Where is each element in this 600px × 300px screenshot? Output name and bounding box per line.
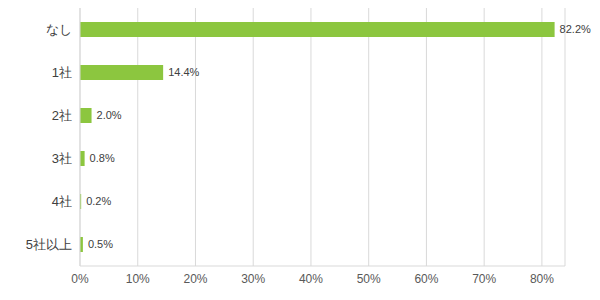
svg-text:70%: 70% <box>472 272 496 286</box>
svg-text:80%: 80% <box>530 272 554 286</box>
svg-text:2.0%: 2.0% <box>97 109 122 121</box>
svg-text:50%: 50% <box>357 272 381 286</box>
svg-text:なし: なし <box>46 22 72 37</box>
svg-text:30%: 30% <box>241 272 265 286</box>
svg-text:5社以上: 5社以上 <box>26 237 72 252</box>
svg-text:2社: 2社 <box>52 108 72 123</box>
svg-text:20%: 20% <box>183 272 207 286</box>
svg-text:0.5%: 0.5% <box>88 238 113 250</box>
svg-text:4社: 4社 <box>52 194 72 209</box>
svg-text:82.2%: 82.2% <box>560 23 591 35</box>
svg-text:40%: 40% <box>299 272 323 286</box>
svg-text:0%: 0% <box>71 272 89 286</box>
svg-text:0.8%: 0.8% <box>90 152 115 164</box>
svg-text:3社: 3社 <box>52 151 72 166</box>
svg-text:1社: 1社 <box>52 65 72 80</box>
svg-text:14.4%: 14.4% <box>168 66 199 78</box>
svg-text:0.2%: 0.2% <box>86 195 111 207</box>
svg-text:60%: 60% <box>414 272 438 286</box>
svg-text:10%: 10% <box>126 272 150 286</box>
